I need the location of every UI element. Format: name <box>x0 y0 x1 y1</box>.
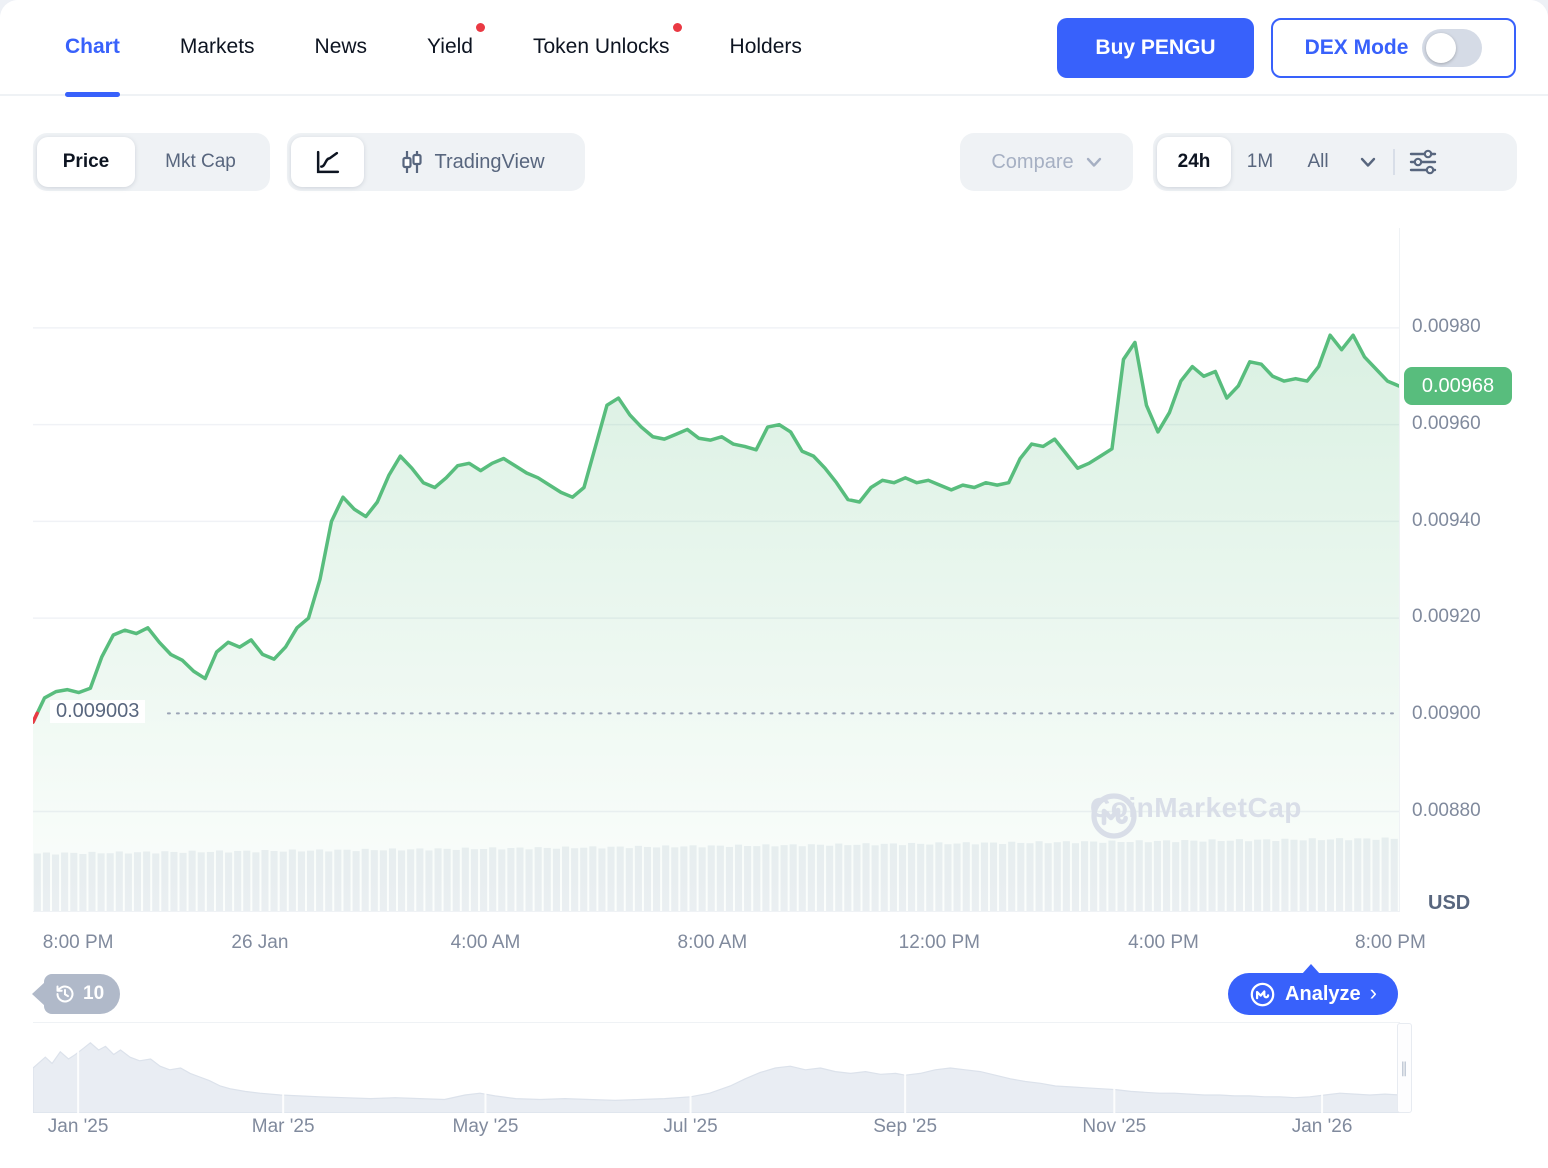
coinmarketcap-watermark: CoinMarketCap <box>1090 792 1302 839</box>
range-all-tab[interactable]: All <box>1307 151 1329 172</box>
metric-switcher: Price Mkt Cap <box>33 133 270 191</box>
range-24h-tab[interactable]: 24h <box>1157 137 1231 187</box>
price-chart[interactable]: 0.009003 CoinMarketCap <box>33 228 1400 912</box>
notification-dot <box>475 23 485 32</box>
chevron-down-icon <box>1086 157 1101 167</box>
tab-markets-label: Markets <box>179 35 255 58</box>
notification-dot <box>672 23 682 32</box>
range-1m-tab[interactable]: 1M <box>1246 151 1274 172</box>
tab-holders-label: Holders <box>729 35 802 58</box>
current-price-badge: 0.00968 <box>1404 367 1512 406</box>
line-chart-icon <box>316 150 340 173</box>
divider <box>1393 149 1395 175</box>
price-axis-tick: 0.00960 <box>1412 412 1481 434</box>
tradingview-label: TradingView <box>434 150 545 173</box>
candlestick-icon <box>402 151 423 173</box>
price-axis-tick: 0.00980 <box>1412 316 1481 337</box>
time-axis-tick: 4:00 AM <box>450 932 521 953</box>
time-axis-tick: 8:00 AM <box>677 932 748 953</box>
sliders-icon <box>1409 149 1437 175</box>
price-axis: 0.00968 USD 0.00980 0.00960 0.00940 0.00920… <box>1400 228 1548 914</box>
time-axis-tick: Jan '25 <box>47 1116 109 1137</box>
dex-mode-button[interactable]: DEX Mode <box>1271 18 1516 78</box>
compare-button[interactable]: Compare <box>960 133 1133 191</box>
analyze-label: Analyze <box>1285 982 1361 1005</box>
time-axis-tick: 8:00 PM <box>42 932 114 953</box>
range-more-dropdown[interactable] <box>1347 157 1389 168</box>
tab-markets[interactable]: Markets <box>180 0 255 95</box>
range-selector-chart[interactable]: ∥ <box>33 1022 1412 1113</box>
tab-news[interactable]: News <box>315 0 368 95</box>
price-axis-tick: 0.00940 <box>1412 509 1481 531</box>
dex-mode-label: DEX Mode <box>1304 36 1409 59</box>
price-tab[interactable]: Price <box>37 137 135 187</box>
time-axis: 8:00 PM 26 Jan 4:00 AM 8:00 AM 12:00 PM 4:00 … <box>33 932 1426 960</box>
currency-label: USD <box>1428 892 1471 914</box>
tab-chart[interactable]: Chart <box>65 0 120 97</box>
tab-token-unlocks[interactable]: Token Unlocks <box>532 0 682 95</box>
time-range-switcher: 24h 1M All <box>1153 133 1517 191</box>
time-axis-tick: Sep '25 <box>873 1116 938 1137</box>
mkt-cap-tab[interactable]: Mkt Cap <box>165 151 236 172</box>
time-axis-tick: Jan '26 <box>1291 1116 1353 1137</box>
clock-history-icon <box>56 985 74 1003</box>
history-count: 10 <box>83 983 105 1004</box>
tab-holders[interactable]: Holders <box>730 0 802 95</box>
date-axis: Jan '25 Mar '25 May '25 Jul '25 Sep '25 Nov '… <box>33 1116 1400 1144</box>
toggle-knob <box>1426 33 1457 63</box>
tab-chart-label: Chart <box>65 35 120 58</box>
time-axis-tick: Mar '25 <box>251 1116 315 1137</box>
chevron-right-icon: › <box>1369 980 1377 1005</box>
chevron-down-icon <box>1360 157 1376 167</box>
tab-news-label: News <box>314 35 368 58</box>
tab-yield[interactable]: Yield <box>427 0 485 95</box>
dex-mode-toggle[interactable] <box>1422 29 1483 67</box>
tab-yield-label: Yield <box>427 35 473 58</box>
open-price-label: 0.009003 <box>50 699 146 723</box>
chart-settings-button[interactable] <box>1399 148 1447 176</box>
time-axis-tick: Jul '25 <box>663 1116 718 1137</box>
price-axis-tick: 0.00920 <box>1412 606 1481 628</box>
coinmarketcap-logo-icon <box>1091 793 1137 839</box>
time-axis-tick: 8:00 PM <box>1355 932 1426 953</box>
price-axis-tick: 0.00900 <box>1412 703 1481 725</box>
line-chart-tab[interactable] <box>291 137 364 187</box>
range-handle[interactable]: ∥ <box>1397 1023 1412 1113</box>
tradingview-tab[interactable]: TradingView <box>364 149 581 175</box>
time-axis-tick: 4:00 PM <box>1128 932 1199 953</box>
chart-style-switcher: TradingView <box>287 133 585 191</box>
price-axis-tick: 0.00880 <box>1412 800 1481 821</box>
tab-token-unlocks-label: Token Unlocks <box>532 35 670 58</box>
buy-pengu-button[interactable]: Buy PENGU <box>1057 18 1254 78</box>
analyze-button[interactable]: Analyze › <box>1228 964 1398 1015</box>
header-actions: Buy PENGU DEX Mode <box>1057 18 1516 78</box>
range-selector-canvas <box>33 1023 1400 1113</box>
time-axis-tick: 26 Jan <box>231 932 289 953</box>
time-axis-tick: 12:00 PM <box>898 932 980 953</box>
history-badge[interactable]: 10 <box>31 974 121 1014</box>
compare-label: Compare <box>991 150 1074 173</box>
price-chart-canvas <box>33 327 1399 912</box>
coinmarketcap-logo-icon <box>1250 982 1275 1006</box>
time-axis-tick: Nov '25 <box>1082 1116 1147 1137</box>
time-axis-tick: May '25 <box>452 1116 519 1137</box>
